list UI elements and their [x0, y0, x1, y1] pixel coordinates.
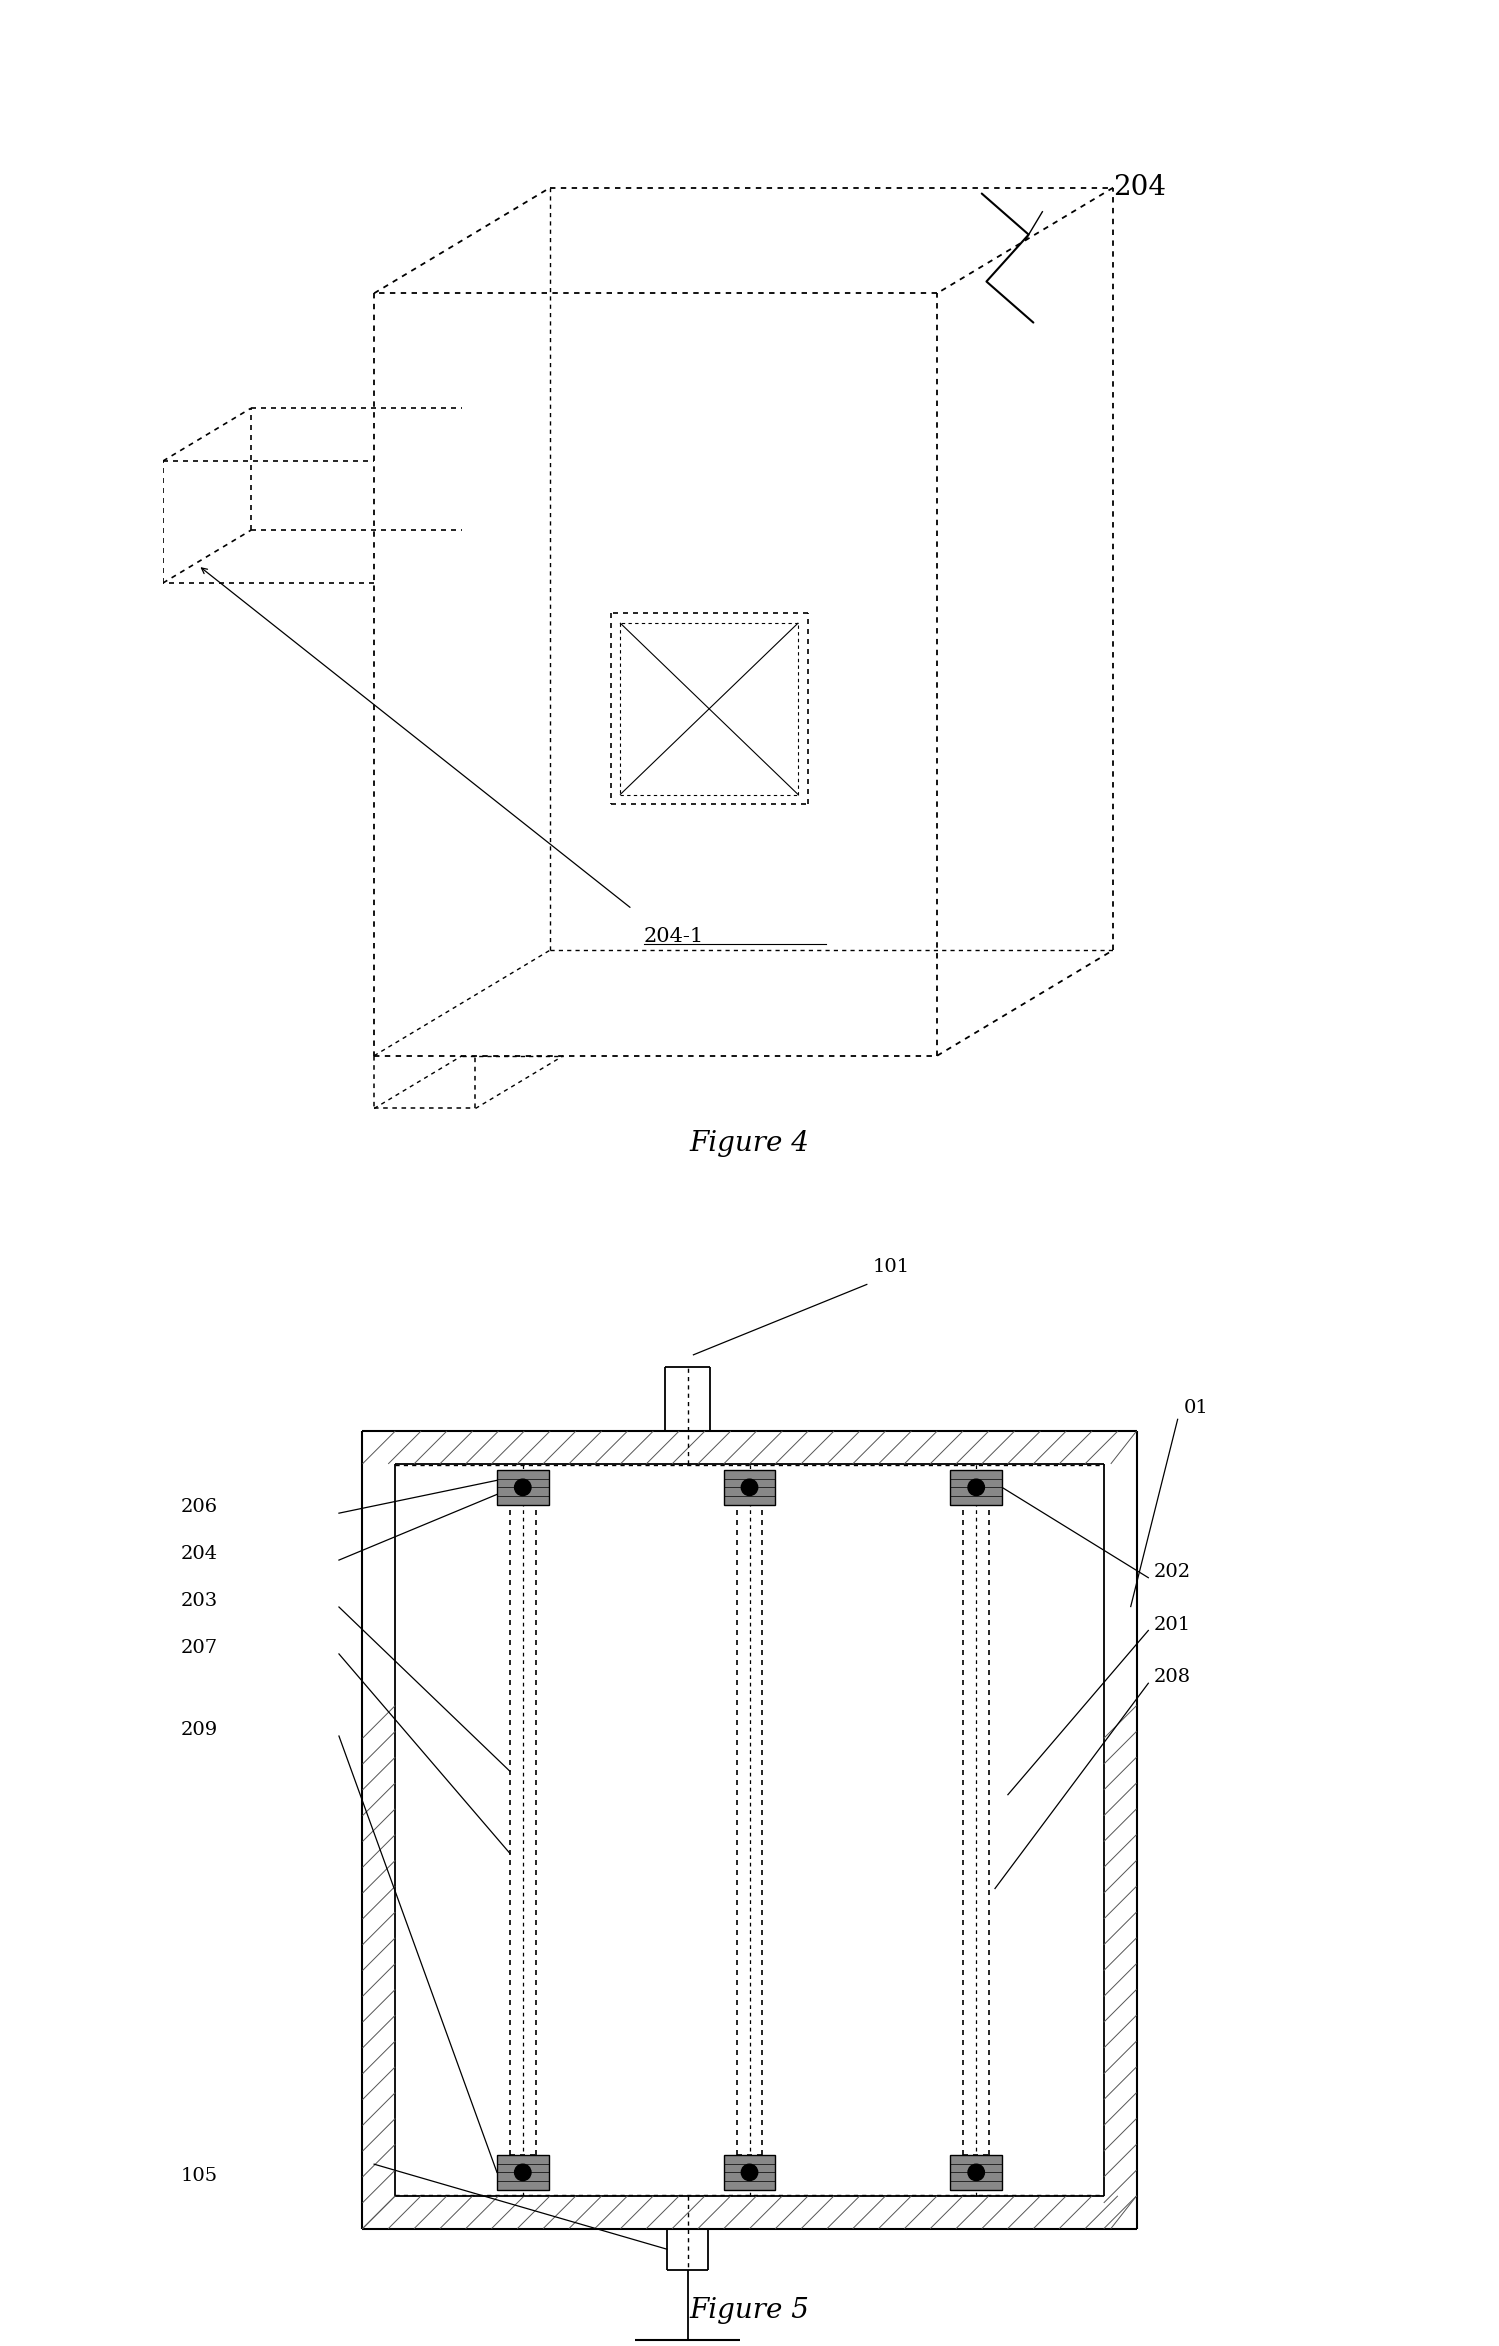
Text: 204: 204	[180, 1546, 217, 1562]
Text: 202: 202	[1154, 1562, 1192, 1581]
Bar	[724, 1469, 775, 1506]
Text: 105: 105	[180, 2168, 217, 2184]
Circle shape	[742, 2163, 757, 2182]
Text: 201: 201	[1154, 1616, 1192, 1633]
Bar	[950, 2154, 1001, 2191]
Bar	[498, 1469, 549, 1506]
Circle shape	[514, 2163, 531, 2182]
Text: 208: 208	[1154, 1668, 1192, 1687]
Text: 203: 203	[180, 1593, 217, 1609]
Text: 101: 101	[872, 1257, 910, 1276]
Circle shape	[514, 1478, 531, 1497]
Text: Figure 4: Figure 4	[690, 1131, 809, 1157]
Circle shape	[968, 1478, 985, 1497]
Text: 206: 206	[180, 1499, 217, 1516]
Text: 01: 01	[1184, 1398, 1208, 1417]
Circle shape	[742, 1478, 757, 1497]
Text: 204: 204	[1114, 174, 1166, 202]
Circle shape	[968, 2163, 985, 2182]
Bar	[724, 2154, 775, 2191]
Bar	[950, 1469, 1001, 1506]
Bar	[498, 2154, 549, 2191]
Text: Figure 5: Figure 5	[690, 2297, 809, 2325]
Text: 209: 209	[180, 1722, 217, 1738]
Text: 207: 207	[180, 1640, 217, 1656]
Text: 204-1: 204-1	[645, 927, 705, 945]
